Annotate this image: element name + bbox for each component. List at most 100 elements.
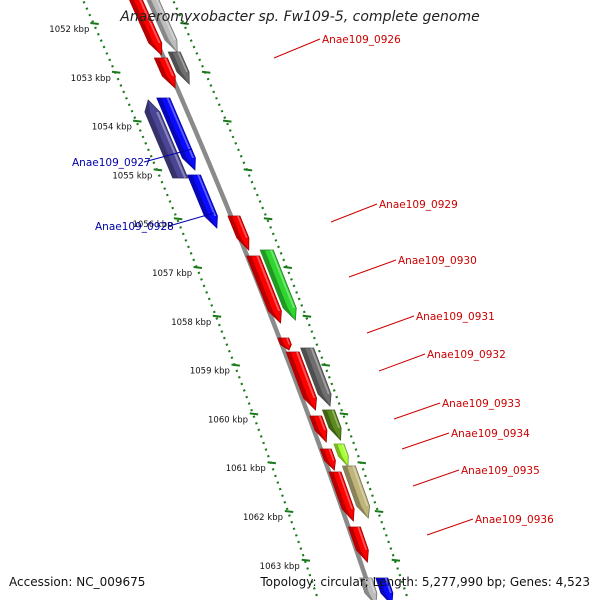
gene-leader-line xyxy=(273,38,321,59)
major-tick xyxy=(132,119,142,123)
gene-0930-green-highlight xyxy=(270,250,295,308)
scale-label: 1058 kbp xyxy=(171,318,211,328)
gene-label: Anae109_0933 xyxy=(442,398,521,410)
gene-label: Anae109_0936 xyxy=(475,514,554,526)
gene-0927-blue-shade xyxy=(156,98,195,170)
gene-0936-red-shade xyxy=(348,527,368,562)
gene-0932-red-shade xyxy=(286,352,316,410)
gene-0931-red-shade xyxy=(277,338,289,350)
major-tick xyxy=(302,314,312,318)
gene-0937-blue xyxy=(375,577,394,605)
gene-label: Anae109_0932 xyxy=(427,349,506,361)
gene-0937-blue-highlight xyxy=(384,578,392,593)
major-tick xyxy=(231,363,241,367)
gene-leader-line xyxy=(366,315,415,334)
gene-0932-gray xyxy=(300,347,332,407)
gene-0937-lightgray xyxy=(359,577,378,605)
gene-0927-blue xyxy=(156,97,196,171)
gene-leader-line xyxy=(426,518,474,536)
gene-0927-navy-shade xyxy=(144,100,179,178)
gene-0935-khaki-highlight xyxy=(352,466,369,506)
major-tick xyxy=(391,558,401,562)
gene-0930-red xyxy=(246,255,282,324)
gene-label: Anae109_0931 xyxy=(416,311,495,323)
major-tick xyxy=(321,363,331,367)
scale-label: 1062 kbp xyxy=(243,513,283,523)
major-tick xyxy=(339,412,349,416)
gene-0926-red xyxy=(153,57,176,89)
gene-0933-olive xyxy=(321,409,342,441)
scale-label: 1053 kbp xyxy=(71,74,111,84)
gene-0926-red-highlight xyxy=(164,58,174,76)
major-tick xyxy=(357,461,367,465)
gene-0937-blue-shade xyxy=(375,578,392,605)
scale-label: 1056 kbp xyxy=(132,220,172,230)
gene-label: Anae109_0930 xyxy=(398,255,477,267)
gene-0931-red xyxy=(277,337,292,351)
gene-0933-red xyxy=(309,415,328,443)
major-tick xyxy=(243,168,253,172)
gene-label: Anae109_0928 xyxy=(95,221,174,233)
major-tick xyxy=(301,558,311,562)
gene-0934-lime-shade xyxy=(333,444,348,466)
gene-0930-red-shade xyxy=(246,256,281,323)
gene-0926-gray-highlight xyxy=(177,52,188,72)
gene-0935-khaki xyxy=(341,465,371,519)
gene-0933-olive-shade xyxy=(322,410,341,440)
major-tick xyxy=(212,314,222,318)
gene-0925-red-shade xyxy=(129,0,162,55)
gene-0926-red-shade xyxy=(154,58,176,88)
gene-label: Anae109_0935 xyxy=(461,465,540,477)
gene-0932-red xyxy=(285,351,317,411)
scale-label: 1057 kbp xyxy=(152,269,192,279)
major-tick xyxy=(284,510,294,513)
gene-0925-red-highlight xyxy=(139,0,161,43)
gene-0925-lightgray xyxy=(146,0,178,53)
major-tick xyxy=(201,70,211,74)
track-band xyxy=(97,0,415,605)
major-tick xyxy=(374,510,384,513)
gene-label: Anae109_0926 xyxy=(322,34,401,46)
gene-leader-line xyxy=(143,148,193,163)
scale-label: 1060 kbp xyxy=(208,415,248,425)
major-tick xyxy=(173,217,183,221)
gene-label: Anae109_0929 xyxy=(379,199,458,211)
gene-leader-line xyxy=(378,353,426,372)
gene-0935-khaki-shade xyxy=(342,466,369,518)
gene-label: Anae109_0927 xyxy=(72,157,151,169)
gene-0931-red-highlight xyxy=(286,338,291,345)
major-tick xyxy=(153,168,163,172)
major-tick xyxy=(111,70,121,74)
gene-0932-red-highlight xyxy=(295,352,316,398)
gene-0934-red-shade xyxy=(320,449,335,470)
gene-0925-lightgray-shade xyxy=(146,0,178,52)
gene-0932-gray-highlight xyxy=(310,348,330,394)
gene-0927-navy-highlight xyxy=(156,112,187,178)
gene-leader-line xyxy=(401,432,450,450)
scale-label: 1061 kbp xyxy=(226,464,266,474)
gene-0934-red xyxy=(319,448,336,471)
gene-label: Anae109_0934 xyxy=(451,428,530,440)
gene-0928-blue-shade xyxy=(187,175,217,228)
major-tick xyxy=(263,217,273,221)
gene-0934-lime-highlight xyxy=(341,444,348,457)
gene-0925-lightgray-highlight xyxy=(155,0,176,40)
gene-0932-gray-shade xyxy=(300,348,331,406)
gene-0930-green-shade xyxy=(260,250,296,320)
scale-label: 1052 kbp xyxy=(49,25,89,35)
gene-0926-gray xyxy=(167,51,190,85)
gene-0934-lime xyxy=(333,443,349,467)
gene-leader-line xyxy=(393,402,441,420)
map-title: Anaeromyxobacter sp. Fw109-5, complete g… xyxy=(120,9,480,25)
gene-0935-red-shade xyxy=(329,472,354,521)
gene-0927-navy xyxy=(144,99,189,179)
scale-label: 1063 kbp xyxy=(260,562,300,572)
gene-0937-lightgray-shade xyxy=(359,578,376,605)
major-tick xyxy=(180,22,189,25)
genome-summary-text: Topology: circular; Length: 5,277,990 bp… xyxy=(260,575,590,589)
gene-0936-red xyxy=(347,526,369,563)
gene-0933-olive-highlight xyxy=(331,410,340,428)
gene-0929-red-shade xyxy=(227,216,249,250)
